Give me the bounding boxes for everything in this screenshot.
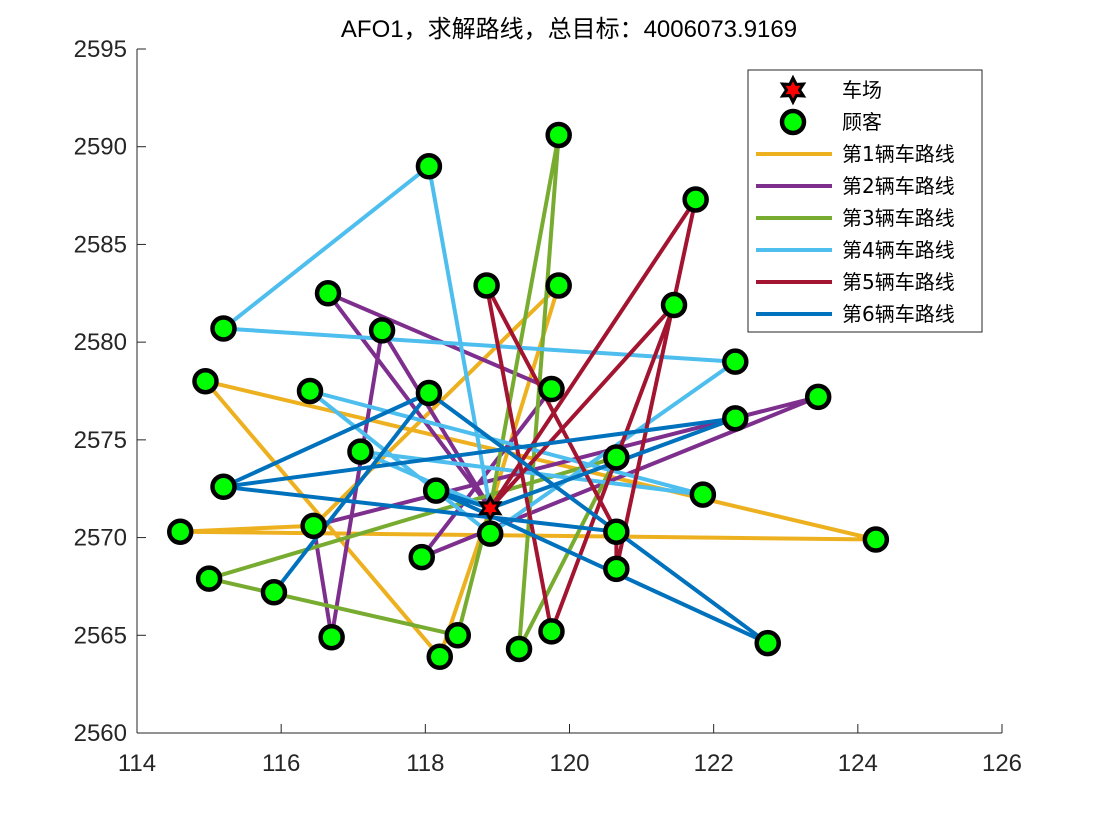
y-tick-label: 2580 [74, 329, 127, 356]
customer-point [722, 348, 749, 375]
legend-depot-marker [779, 74, 807, 106]
legend-label-vehicle-4: 第4辆车路线 [842, 238, 955, 262]
y-tick-label: 2585 [74, 231, 127, 258]
customer-point [422, 477, 450, 504]
y-tick-label: 2575 [74, 427, 127, 454]
legend-label-vehicle-6: 第6辆车路线 [842, 302, 955, 326]
legend-label-vehicle-1: 第1辆车路线 [842, 142, 955, 166]
customer-point [473, 272, 500, 299]
legend-label-customer: 顾客 [842, 110, 882, 134]
x-tick-label: 114 [118, 750, 156, 777]
customer-point [660, 291, 688, 319]
x-tick-label: 120 [549, 750, 589, 777]
customer-point [538, 375, 565, 403]
customer-point [754, 629, 781, 657]
legend-customer-marker [779, 108, 807, 136]
y-tick-label: 2595 [74, 36, 127, 63]
y-tick-label: 2565 [74, 622, 127, 649]
customer-point [444, 622, 472, 649]
customer-point [192, 367, 219, 395]
axes: 114 116 118 120 122 124 126 2560 2565 2570 2575 258… [74, 36, 1022, 777]
customer-point [415, 153, 443, 180]
customer-point [538, 618, 565, 645]
y-tick-label: 2590 [74, 134, 127, 161]
y-tick-label: 2560 [74, 720, 127, 747]
customer-point [603, 444, 630, 471]
customer-point [689, 481, 717, 508]
customer-point [603, 555, 630, 583]
customer-point [260, 579, 288, 606]
x-tick-label: 116 [262, 750, 300, 777]
legend-label-vehicle-5: 第5辆车路线 [842, 270, 955, 294]
customer-point [862, 526, 890, 553]
customer-point [415, 379, 443, 407]
customer-point [167, 518, 194, 545]
route-line-vehicle-5 [484, 197, 698, 634]
x-tick-label: 126 [982, 750, 1022, 777]
x-tick-label: 124 [838, 750, 878, 777]
x-tick-label: 118 [406, 750, 444, 777]
customer-point [318, 623, 345, 651]
chart-title: AFO1，求解路线，总目标：4006073.9169 [341, 16, 797, 43]
customer-point [682, 186, 709, 213]
customer-point [300, 512, 327, 540]
customer-point [296, 377, 324, 405]
x-tick-label: 122 [694, 750, 734, 777]
customer-point [505, 635, 533, 663]
customer-point [347, 438, 374, 465]
legend-label-vehicle-2: 第2辆车路线 [842, 174, 955, 198]
customer-point [210, 315, 237, 342]
customer-point [476, 520, 504, 547]
customer-point [804, 383, 832, 411]
customer-point [426, 643, 453, 671]
customer-point [368, 317, 396, 344]
customer-point [195, 565, 223, 592]
customer-point [210, 473, 237, 501]
plot-area [167, 121, 890, 671]
customer-point [603, 518, 630, 545]
customer-point [314, 280, 342, 307]
customer-point [545, 272, 572, 299]
customer-point [545, 121, 572, 149]
customer-point [722, 405, 749, 432]
customer-point [408, 543, 435, 571]
legend-label-vehicle-3: 第3辆车路线 [842, 206, 955, 230]
y-tick-label: 2570 [74, 525, 127, 552]
legend-label-depot: 车场 [842, 78, 882, 102]
depot-point [477, 494, 503, 523]
